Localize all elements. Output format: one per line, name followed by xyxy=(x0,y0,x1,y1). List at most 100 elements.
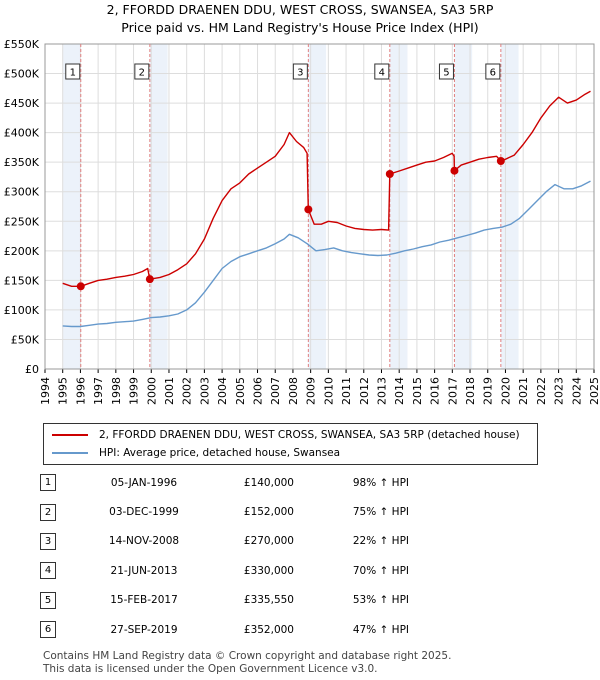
x-tick-label: 1995 xyxy=(57,377,70,405)
sale-marker-label: 6 xyxy=(490,68,496,79)
sale-marker-label: 1 xyxy=(70,68,76,79)
x-tick-label: 2021 xyxy=(517,377,530,405)
sale-price: £140,000 xyxy=(243,476,294,489)
legend-label-hpi: HPI: Average price, detached house, Swan… xyxy=(99,447,341,459)
sale-marker-box xyxy=(134,63,150,80)
sale-date: 03-DEC-1999 xyxy=(109,506,179,519)
sale-hpi-change: 75% ↑ HPI xyxy=(352,506,409,519)
sale-marker-label: 4 xyxy=(379,68,385,79)
sale-period-shade xyxy=(500,44,519,369)
x-tick-label: 1998 xyxy=(110,377,123,405)
sale-point xyxy=(385,170,394,178)
sale-hpi-change: 98% ↑ HPI xyxy=(352,476,409,489)
x-tick-label: 1994 xyxy=(39,377,52,405)
y-tick-label: £350K xyxy=(4,156,40,169)
x-tick-label: 2014 xyxy=(393,377,406,405)
y-tick-label: £500K xyxy=(4,68,40,81)
x-tick-label: 2009 xyxy=(305,377,318,405)
sale-date: 27-SEP-2019 xyxy=(110,623,178,636)
x-tick-label: 2025 xyxy=(588,377,600,405)
x-tick-label: 1996 xyxy=(74,377,87,405)
sale-marker-box xyxy=(438,63,454,80)
sale-point xyxy=(450,166,459,175)
sale-marker-box xyxy=(485,63,501,80)
y-tick-label: £0 xyxy=(25,363,39,376)
y-tick-label: £300K xyxy=(4,186,40,199)
x-tick-label: 2012 xyxy=(358,377,371,405)
table-row: 5 15-FEB-2017 £335,550 53% ↑ HPI xyxy=(40,586,409,615)
x-tick-label: 2008 xyxy=(287,377,300,405)
x-tick-label: 2013 xyxy=(375,377,388,405)
sale-period-shade xyxy=(149,44,168,369)
legend-label-property: 2, FFORDD DRAENEN DDU, WEST CROSS, SWANS… xyxy=(99,429,520,441)
legend-item-property: 2, FFORDD DRAENEN DDU, WEST CROSS, SWANS… xyxy=(52,426,520,444)
sale-period-shade xyxy=(389,44,408,369)
sale-hpi-change: 70% ↑ HPI xyxy=(352,564,409,577)
y-tick-label: £400K xyxy=(4,127,40,140)
chart-legend: 2, FFORDD DRAENEN DDU, WEST CROSS, SWANS… xyxy=(43,423,538,465)
y-tick-label: £50K xyxy=(11,333,40,346)
y-tick-label: £250K xyxy=(4,215,40,228)
x-tick-label: 2019 xyxy=(482,377,495,405)
table-row: 1 05-JAN-1996 £140,000 98% ↑ HPI xyxy=(40,468,409,497)
legend-swatch-property xyxy=(52,434,88,436)
sale-price: £352,000 xyxy=(243,623,294,636)
x-tick-label: 2023 xyxy=(553,377,566,405)
sale-number-badge: 5 xyxy=(40,591,56,609)
x-tick-label: 2015 xyxy=(411,377,424,405)
x-tick-label: 1997 xyxy=(92,377,105,405)
legend-item-hpi: HPI: Average price, detached house, Swan… xyxy=(52,444,340,462)
sale-marker-box xyxy=(374,63,390,80)
x-tick-label: 2024 xyxy=(570,377,583,405)
sale-date: 21-JUN-2013 xyxy=(110,564,178,577)
sale-number-badge: 6 xyxy=(40,621,56,639)
x-tick-label: 2000 xyxy=(145,377,158,405)
x-tick-label: 2020 xyxy=(499,377,512,405)
sale-number-badge: 4 xyxy=(40,562,56,580)
sale-number-badge: 3 xyxy=(40,532,56,550)
legend-swatch-hpi xyxy=(52,452,88,454)
sale-hpi-change: 22% ↑ HPI xyxy=(352,535,409,548)
sale-period-shade xyxy=(63,44,81,369)
sale-number-badge: 2 xyxy=(40,503,56,521)
sale-price: £335,550 xyxy=(243,594,294,607)
table-row: 3 14-NOV-2008 £270,000 22% ↑ HPI xyxy=(40,527,409,556)
price-chart: £0 £50K £100K £150K £200K £250K £300K £350K £400… xyxy=(4,38,600,405)
sale-point xyxy=(145,275,154,284)
x-tick-label: 2004 xyxy=(216,377,229,405)
x-tick-label: 2017 xyxy=(446,377,459,405)
sale-period-shade xyxy=(454,44,473,369)
y-tick-label: £200K xyxy=(4,245,40,258)
table-row: 2 03-DEC-1999 £152,000 75% ↑ HPI xyxy=(40,497,409,526)
sale-period-shade xyxy=(308,44,327,369)
table-row: 6 27-SEP-2019 £352,000 47% ↑ HPI xyxy=(40,615,409,644)
x-tick-label: 2006 xyxy=(252,377,265,405)
footer-copyright: Contains HM Land Registry data © Crown c… xyxy=(43,650,452,662)
x-tick-label: 1999 xyxy=(128,377,141,405)
sale-date: 14-NOV-2008 xyxy=(108,535,180,548)
chart-subtitle: Price paid vs. HM Land Registry's House … xyxy=(121,20,479,35)
footer-license: This data is licensed under the Open Gov… xyxy=(43,663,378,675)
sale-date: 05-JAN-1996 xyxy=(110,476,178,489)
x-tick-label: 2001 xyxy=(163,377,176,405)
sale-marker-label: 2 xyxy=(139,68,145,79)
x-tick-label: 2007 xyxy=(269,377,282,405)
x-tick-label: 2011 xyxy=(340,377,353,405)
sale-marker-box xyxy=(292,63,308,80)
sale-point xyxy=(76,282,85,291)
sale-point xyxy=(496,157,505,165)
sale-hpi-change: 47% ↑ HPI xyxy=(352,623,409,636)
y-tick-label: £150K xyxy=(4,274,40,287)
sale-date: 15-FEB-2017 xyxy=(110,594,178,607)
table-row: 4 21-JUN-2013 £330,000 70% ↑ HPI xyxy=(40,556,409,585)
x-tick-label: 2018 xyxy=(464,377,477,405)
x-tick-label: 2003 xyxy=(198,377,211,405)
x-tick-label: 2002 xyxy=(181,377,194,405)
sale-price: £270,000 xyxy=(243,535,294,548)
y-tick-label: £450K xyxy=(4,97,40,110)
y-tick-label: £550K xyxy=(4,38,40,51)
y-tick-label: £100K xyxy=(4,304,40,317)
x-tick-label: 2010 xyxy=(322,377,335,405)
x-tick-label: 2022 xyxy=(535,377,548,405)
sale-marker-label: 3 xyxy=(297,68,303,79)
